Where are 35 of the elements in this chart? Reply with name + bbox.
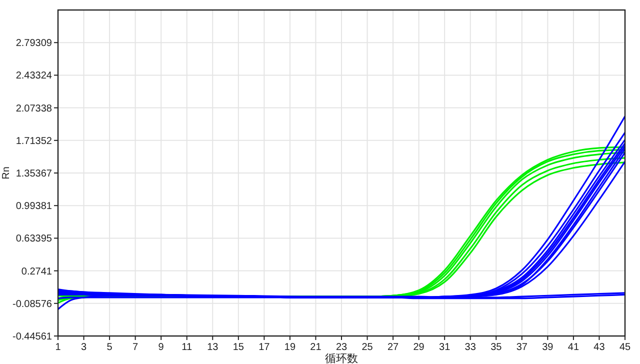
x-tick-label: 35: [490, 342, 502, 353]
x-tick-label: 27: [387, 342, 400, 353]
x-tick-label: 13: [207, 342, 219, 353]
x-tick-label: 3: [80, 342, 87, 353]
y-tick-label: 0.2741: [21, 266, 52, 278]
x-axis-title: 循环数: [325, 353, 358, 364]
x-tick-label: 17: [258, 342, 270, 353]
x-tick-label: 39: [542, 342, 554, 353]
x-tick-label: 41: [568, 342, 580, 353]
y-tick-label: 2.79309: [16, 38, 52, 50]
y-tick-label: 0.99381: [16, 201, 52, 212]
x-tick-label: 45: [619, 342, 631, 353]
y-tick-label: 0.63395: [16, 234, 52, 245]
y-tick-label: 2.07338: [16, 103, 52, 114]
x-tick-label: 33: [464, 342, 476, 353]
y-tick-label: 1.35367: [16, 168, 52, 180]
y-tick-label: -0.44561: [12, 332, 52, 342]
x-tick-label: 31: [439, 342, 451, 353]
x-tick-label: 9: [158, 342, 164, 353]
x-tick-label: 11: [182, 342, 192, 353]
x-tick-label: 25: [362, 342, 374, 353]
y-tick-label: 2.43324: [16, 70, 52, 82]
x-tick-label: 15: [232, 342, 244, 353]
x-tick-label: 21: [310, 342, 322, 353]
x-tick-label: 23: [336, 342, 348, 353]
x-tick-label: 5: [106, 342, 113, 353]
x-tick-label: 1: [55, 342, 62, 353]
y-axis-title: Rn: [1, 166, 12, 180]
y-tick-label: -0.08576: [12, 298, 52, 310]
x-tick-label: 37: [516, 342, 528, 353]
y-tick-label: 1.71352: [16, 136, 52, 147]
x-tick-label: 7: [132, 342, 139, 353]
x-tick-label: 43: [594, 342, 606, 353]
x-tick-label: 29: [413, 342, 425, 353]
x-tick-label: 19: [284, 342, 296, 353]
